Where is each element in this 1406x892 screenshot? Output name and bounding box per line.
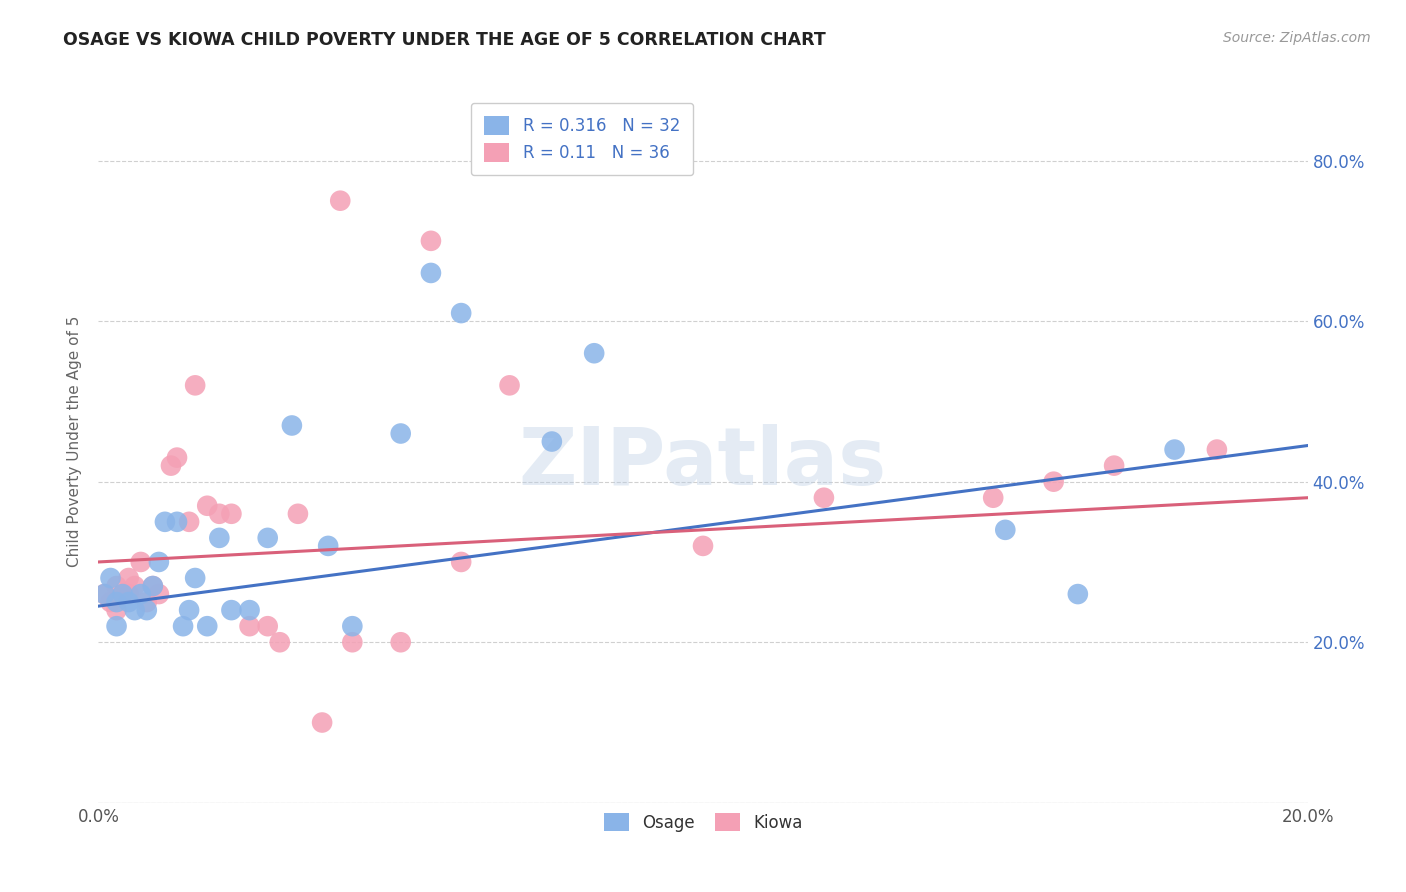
Point <box>105 595 128 609</box>
Point <box>389 635 412 649</box>
Point <box>105 579 128 593</box>
Point <box>208 507 231 521</box>
Point <box>311 715 333 730</box>
Point <box>450 306 472 320</box>
Point <box>981 491 1004 505</box>
Point <box>124 603 146 617</box>
Point <box>142 579 165 593</box>
Point <box>221 507 243 521</box>
Point <box>221 603 243 617</box>
Legend: Osage, Kiowa: Osage, Kiowa <box>591 800 815 845</box>
Point <box>342 635 364 649</box>
Point <box>1163 442 1185 457</box>
Point <box>179 515 201 529</box>
Point <box>105 619 128 633</box>
Point <box>129 587 152 601</box>
Point <box>148 587 170 601</box>
Point <box>93 587 115 601</box>
Point <box>450 555 472 569</box>
Point <box>118 571 141 585</box>
Point <box>135 595 157 609</box>
Text: ZIPatlas: ZIPatlas <box>519 425 887 502</box>
Point <box>105 603 128 617</box>
Point <box>813 491 835 505</box>
Point <box>208 531 231 545</box>
Point <box>172 619 194 633</box>
Point <box>316 539 339 553</box>
Point <box>239 619 262 633</box>
Point <box>1102 458 1125 473</box>
Point <box>994 523 1017 537</box>
Point <box>420 234 443 248</box>
Point <box>256 619 278 633</box>
Point <box>342 619 364 633</box>
Point <box>281 418 304 433</box>
Point <box>1067 587 1090 601</box>
Point <box>129 555 152 569</box>
Point <box>166 450 188 465</box>
Text: Source: ZipAtlas.com: Source: ZipAtlas.com <box>1223 31 1371 45</box>
Point <box>498 378 520 392</box>
Point <box>389 426 412 441</box>
Point <box>148 555 170 569</box>
Point <box>111 587 134 601</box>
Point <box>111 587 134 601</box>
Point <box>239 603 262 617</box>
Point <box>100 571 122 585</box>
Point <box>100 595 122 609</box>
Point <box>420 266 443 280</box>
Point <box>256 531 278 545</box>
Point <box>142 579 165 593</box>
Point <box>540 434 562 449</box>
Y-axis label: Child Poverty Under the Age of 5: Child Poverty Under the Age of 5 <box>67 316 83 567</box>
Point <box>184 571 207 585</box>
Point <box>583 346 606 360</box>
Text: OSAGE VS KIOWA CHILD POVERTY UNDER THE AGE OF 5 CORRELATION CHART: OSAGE VS KIOWA CHILD POVERTY UNDER THE A… <box>63 31 825 49</box>
Point <box>184 378 207 392</box>
Point <box>118 595 141 609</box>
Point <box>118 587 141 601</box>
Point <box>692 539 714 553</box>
Point <box>179 603 201 617</box>
Point <box>153 515 176 529</box>
Point <box>195 619 218 633</box>
Point <box>1206 442 1229 457</box>
Point <box>135 603 157 617</box>
Point <box>166 515 188 529</box>
Point <box>160 458 183 473</box>
Point <box>329 194 352 208</box>
Point <box>195 499 218 513</box>
Point <box>93 587 115 601</box>
Point <box>287 507 309 521</box>
Point <box>269 635 291 649</box>
Point <box>1042 475 1064 489</box>
Point <box>124 579 146 593</box>
